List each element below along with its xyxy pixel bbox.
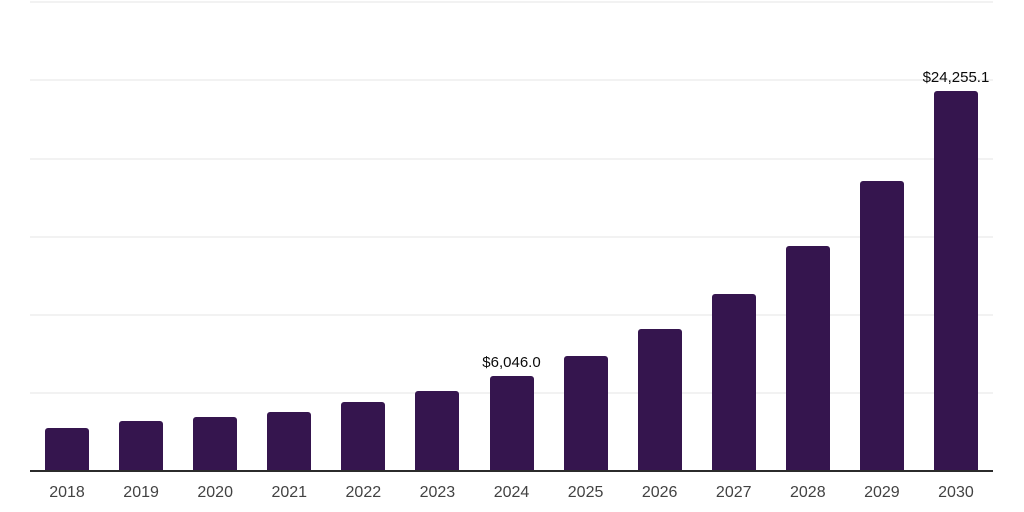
x-tick-2029: 2029	[864, 484, 900, 501]
value-label-2030: $24,255.1	[922, 69, 990, 86]
bar-2030	[933, 91, 978, 470]
x-tick-2028: 2028	[790, 484, 826, 501]
value-label-2024: $6,046.0	[482, 353, 541, 371]
x-axis-line	[30, 470, 993, 472]
bar-2024	[489, 375, 534, 470]
bar-2019	[119, 420, 164, 470]
gridline-10000	[30, 313, 993, 316]
x-tick-2026: 2026	[641, 484, 678, 501]
x-tick-2021: 2021	[271, 484, 308, 501]
x-tick-2025: 2025	[567, 484, 604, 501]
bar-2023	[415, 391, 460, 470]
gridline-30000	[30, 1, 993, 4]
bar-2029	[859, 180, 904, 470]
x-tick-2023: 2023	[419, 484, 456, 501]
bar-2027	[711, 294, 756, 470]
bar-2025	[563, 355, 608, 470]
bar-2020	[193, 417, 238, 470]
bar-2026	[637, 329, 682, 470]
x-tick-2027: 2027	[715, 484, 752, 501]
x-tick-2030: 2030	[938, 484, 974, 501]
x-tick-2019: 2019	[123, 484, 159, 501]
x-tick-2024: 2024	[493, 484, 530, 501]
bar-2028	[785, 246, 830, 470]
bar-2021	[267, 411, 312, 470]
gridline-15000	[30, 235, 993, 238]
x-tick-2022: 2022	[345, 484, 382, 501]
x-tick-2018: 2018	[49, 484, 85, 501]
gridline-20000	[30, 157, 993, 160]
gridline-25000	[30, 79, 993, 82]
bar-2018	[45, 427, 90, 470]
bar-2022	[341, 401, 386, 470]
x-tick-2020: 2020	[197, 484, 233, 501]
